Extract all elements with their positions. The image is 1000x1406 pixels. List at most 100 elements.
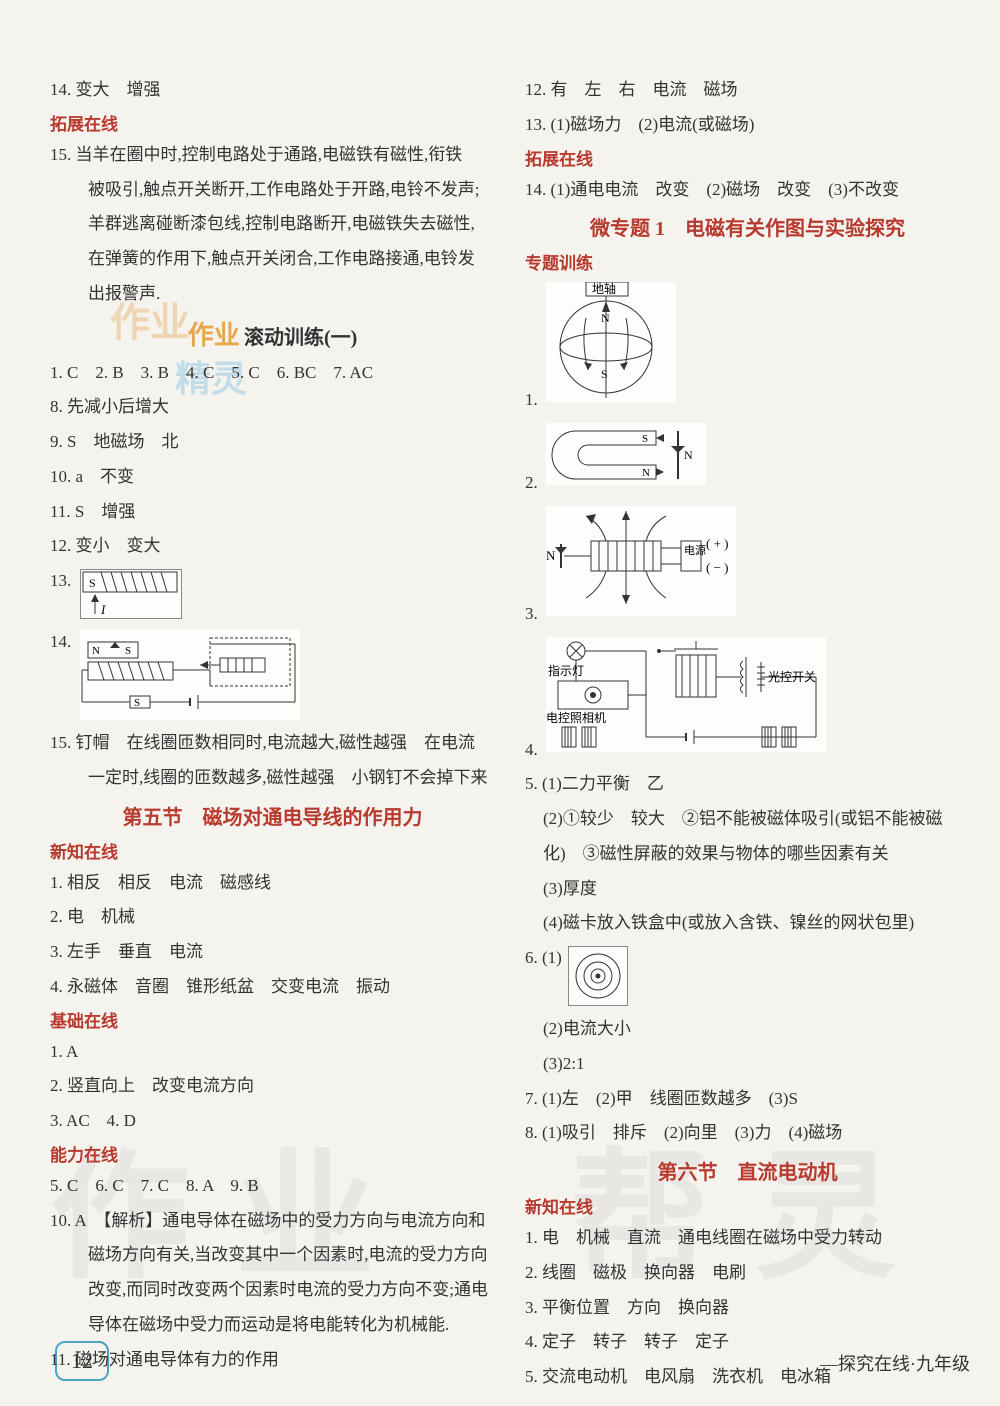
diagram-4-row: 4. 指示灯 电控照相机 [525,634,970,765]
text-line: (3)2:1 [525,1049,970,1079]
left-column: 14. 变大 增强 拓展在线 15. 当羊在圈中时,控制电路处于通路,电磁铁有磁… [50,70,495,1397]
diagram-13: S I [80,569,182,619]
diagram-solenoid: N 电源 ( + ) ( − ) [546,506,736,616]
text-line: 2. 线圈 磁极 换向器 电刷 [525,1258,970,1288]
section-heading: 新知在线 [50,838,495,863]
axis-label: 地轴 [592,282,616,296]
text-line: 羊群逃离碰断漆包线,控制电路断开,电磁铁失去磁性, [50,209,495,239]
text-line: 化) ③磁性屏蔽的效果与物体的哪些因素有关 [525,839,970,869]
diagram-globe: 地轴 N S [546,282,676,402]
text-line: 8. 先减小后增大 [50,392,495,422]
section-6-title: 第六节 直流电动机 [525,1156,970,1185]
section-heading: 新知在线 [525,1193,970,1218]
diagram-3-row: 3. N [525,503,970,629]
text-line: 8. (1)吸引 排斥 (2)向里 (3)力 (4)磁场 [525,1118,970,1148]
svg-text:S: S [642,433,648,445]
text-line: (3)厚度 [525,874,970,904]
text-line: 11. S 增强 [50,497,495,527]
text-line: 2. 竖直向上 改变电流方向 [50,1071,495,1101]
diagram-2-row: 2. S N N [525,420,970,498]
right-column: 12. 有 左 右 电流 磁场 13. (1)磁场力 (2)电流(或磁场) 拓展… [525,70,970,1397]
text-line: 一定时,线圈的匝数越多,磁性越强 小钢钉不会掉下来 [50,763,495,793]
text-line: 1. 相反 相反 电流 磁感线 [50,868,495,898]
svg-text:N: N [92,645,100,657]
section-5-title: 第五节 磁场对通电导线的作用力 [50,801,495,830]
diagram-concentric [568,946,628,1006]
rolling-training-title: 作业 滚动训练(一) [50,315,495,352]
section-heading: 基础在线 [50,1007,495,1032]
svg-text:S: S [134,697,140,709]
svg-text:I: I [100,602,106,617]
diagram-13-row: 13. S I [50,566,495,622]
svg-text:S: S [601,367,608,381]
svg-text:电控照相机: 电控照相机 [546,711,606,725]
text-line: 14. (1)通电电流 改变 (2)磁场 改变 (3)不改变 [525,175,970,205]
text-line: 7. (1)左 (2)甲 线圈匝数越多 (3)S [525,1084,970,1114]
svg-text:电源: 电源 [684,543,706,557]
zuoye-label: 作业 [188,321,240,350]
t3-label: 3. [525,604,538,623]
svg-text:S: S [125,645,131,657]
two-column-layout: 14. 变大 增强 拓展在线 15. 当羊在圈中时,控制电路处于通路,电磁铁有磁… [50,70,970,1397]
text-line: 14. 变大 增强 [50,75,495,105]
text-line: 15. 钉帽 在线圈匝数相同时,电流越大,磁性越强 在电流 [50,728,495,758]
text-line: 5. C 6. C 7. C 8. A 9. B [50,1171,495,1201]
section-heading: 专题训练 [525,249,970,274]
text-line: 9. S 地磁场 北 [50,427,495,457]
text-line: 被吸引,触点开关断开,工作电路处于开路,电铃不发声; [50,175,495,205]
svg-text:N: N [684,448,693,462]
t1-label: 1. [525,390,538,409]
t4-label: 4. [525,740,538,759]
text-line: 3. 平衡位置 方向 换向器 [525,1293,970,1323]
svg-text:( + ): ( + ) [706,536,729,551]
text-line: 磁场方向有关,当改变其中一个因素时,电流的受力方向 [50,1240,495,1270]
text-line: 15. 当羊在圈中时,控制电路处于通路,电磁铁有磁性,衔铁 [50,140,495,170]
text-line: 10. A 【解析】通电导体在磁场中的受力方向与电流方向和 [50,1206,495,1236]
diagram-14-row: 14. N S [50,627,495,723]
text-line: 导体在磁场中受力而运动是将电能转化为机械能. [50,1310,495,1340]
t2-label: 2. [525,473,538,492]
coil-svg: S I [81,570,181,618]
text-line: 改变,而同时改变两个因素时电流的受力方向不变;通电 [50,1275,495,1305]
t6-label: 6. (1) [525,948,562,967]
diagram-circuit: 指示灯 电控照相机 [546,637,826,752]
text-line: (2)①较少 较大 ②铝不能被磁体吸引(或铝不能被磁 [525,804,970,834]
text-line: 4. 永磁体 音圈 锥形纸盆 交变电流 振动 [50,972,495,1002]
section-heading: 拓展在线 [525,145,970,170]
text-line: 2. 电 机械 [50,902,495,932]
svg-text:指示灯: 指示灯 [548,663,584,678]
q13-label: 13. [50,571,71,590]
diagram-1-row: 1. 地轴 N S [525,279,970,415]
svg-text:N: N [642,467,650,479]
section-heading: 能力在线 [50,1141,495,1166]
text-line: 5. (1)二力平衡 乙 [525,769,970,799]
text-line: 3. AC 4. D [50,1106,495,1136]
micro-topic-title: 微专题 1 电磁有关作图与实验探究 [525,212,970,241]
diagram-14: N S S [80,630,300,720]
text-line: 在弹簧的作用下,触点开关闭合,工作电路接通,电铃发 [50,244,495,274]
text-line: 12. 有 左 右 电流 磁场 [525,75,970,105]
text-line: 1. C 2. B 3. B 4. C 5. C 6. BC 7. AC [50,358,495,388]
section-heading: 拓展在线 [50,110,495,135]
text-line: (4)磁卡放入铁盒中(或放入含铁、镍丝的网状包里) [525,908,970,938]
text-line: 11. 磁场对通电导体有力的作用 [50,1345,495,1375]
circuit-svg: N S S [80,630,300,720]
diagram-6-row: 6. (1) [525,943,970,1009]
text-line: 5. 交流电动机 电风扇 洗衣机 电冰箱 [525,1362,970,1392]
text-line: 12. 变小 变大 [50,531,495,561]
svg-text:N: N [601,311,610,325]
text-line: 4. 定子 转子 转子 定子 [525,1327,970,1357]
svg-text:( − ): ( − ) [706,560,729,575]
rolling-label: 滚动训练(一) [244,327,357,349]
text-line: 1. 电 机械 直流 通电线圈在磁场中受力转动 [525,1223,970,1253]
text-line: 10. a 不变 [50,462,495,492]
svg-text:光控开关: 光控开关 [768,670,816,684]
text-line: 出报警声. [50,279,495,309]
diagram-horseshoe: S N N [546,423,706,485]
text-line: 3. 左手 垂直 电流 [50,937,495,967]
text-line: 13. (1)磁场力 (2)电流(或磁场) [525,110,970,140]
q14-label: 14. [50,632,71,651]
svg-text:S: S [89,576,96,590]
svg-text:N: N [546,548,556,563]
text-line: (2)电流大小 [525,1014,970,1044]
